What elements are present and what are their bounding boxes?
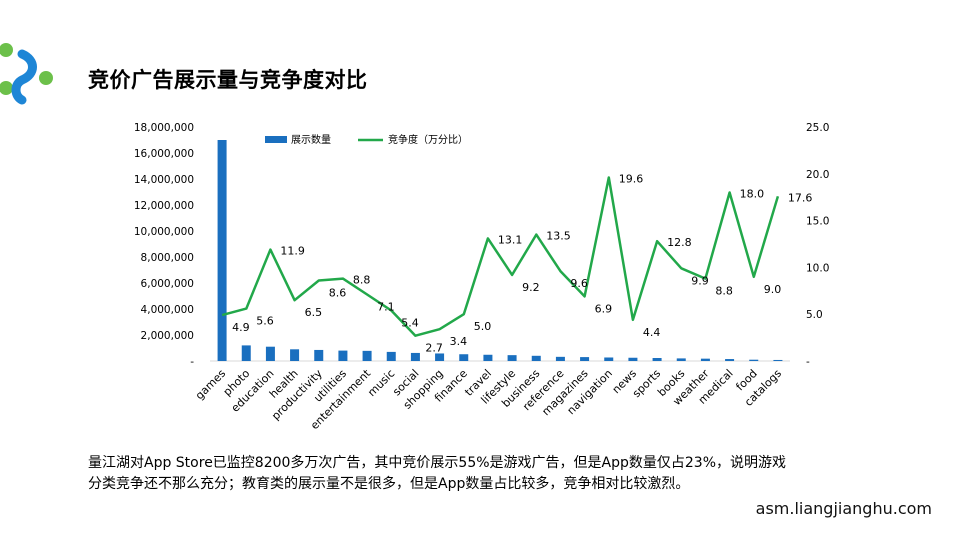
caption-line-2: 分类竞争还不那么充分；教育类的展示量不是很多，但是App数量占比较多，竞争相对比… [88, 476, 690, 492]
line-label-photo: 5.6 [256, 315, 274, 328]
line-series [221, 176, 780, 337]
line-label-education: 11.9 [280, 245, 305, 258]
bar-series [217, 140, 783, 361]
bar-reference [555, 356, 565, 361]
footer-url: asm.liangjianghu.com [755, 499, 932, 518]
line-label-shopping: 3.4 [450, 335, 468, 348]
line-label-business: 13.5 [546, 230, 571, 243]
right-axis-tick-label: 15.0 [806, 216, 829, 228]
bar-medical [725, 359, 735, 361]
left-axis-ticks: - 2,000,000 4,000,000 6,000,000 8,000,000 10,… [134, 122, 194, 368]
right-axis-ticks: - 5.0 10.0 15.0 20.0 25.0 [806, 122, 829, 368]
bar-health [290, 349, 300, 361]
bar-business [531, 355, 541, 361]
bar-social [410, 352, 420, 361]
bar-utilities [338, 350, 348, 361]
left-axis-tick-label: - [190, 356, 194, 368]
bar-entertainment [362, 350, 372, 361]
bar-lifestyle [507, 355, 517, 361]
bar-navigation [604, 357, 614, 361]
bar-books [676, 358, 686, 361]
bar-finance [459, 354, 469, 361]
bar-news [628, 357, 638, 361]
right-axis-tick-label: - [806, 356, 810, 368]
line-label-magazines: 6.9 [595, 302, 613, 315]
left-axis-tick-label: 8,000,000 [141, 252, 194, 264]
legend: 展示数量 竞争度（万分比） [265, 133, 468, 146]
bar-magazines [580, 357, 590, 361]
logo-dot-green-bottom [0, 81, 13, 95]
caption-line-1: 量江湖对App Store已监控8200多万次广告，其中竞价展示55%是游戏广告… [88, 455, 787, 471]
right-axis-tick-label: 25.0 [806, 122, 829, 134]
left-axis-tick-label: 4,000,000 [141, 304, 194, 316]
line-label-productivity: 8.6 [329, 287, 347, 300]
line-label-entertainment: 7.1 [377, 301, 395, 314]
bar-games [217, 140, 227, 361]
line-label-news: 4.4 [643, 326, 661, 339]
line-label-medical: 18.0 [740, 188, 765, 201]
brand-logo [0, 43, 53, 105]
legend-label-line: 竞争度（万分比） [388, 133, 468, 146]
bar-photo [241, 345, 251, 361]
logo-blue-stroke [11, 49, 37, 105]
logo-dot-green-right [39, 71, 53, 85]
line-label-navigation: 19.6 [619, 173, 644, 186]
line-label-reference: 9.6 [570, 277, 588, 290]
line-label-health: 6.5 [305, 306, 323, 319]
bar-food [749, 359, 759, 361]
line-label-utilities: 8.8 [353, 274, 371, 287]
bar-sports [652, 358, 662, 361]
right-axis-tick-label: 20.0 [806, 169, 829, 181]
bar-productivity [314, 349, 324, 361]
legend-label-bar: 展示数量 [291, 133, 331, 146]
right-axis-tick-label: 10.0 [806, 262, 829, 274]
line-data-labels: 4.9 5.6 11.9 6.5 8.6 8.8 7.1 5.4 2.7 3.4 5.0 13.1 9.… [232, 173, 812, 355]
line-label-books: 9.9 [691, 274, 709, 287]
bar-catalogs [773, 359, 783, 361]
bar-travel [483, 354, 493, 361]
line-label-social: 2.7 [425, 342, 443, 355]
left-axis-tick-label: 12,000,000 [134, 200, 194, 212]
bar-weather [700, 358, 710, 361]
left-axis-tick-label: 14,000,000 [134, 174, 194, 186]
x-label-games: games [193, 367, 229, 403]
left-axis-tick-label: 10,000,000 [134, 226, 194, 238]
line-label-sports: 12.8 [667, 236, 692, 249]
line-label-lifestyle: 9.2 [522, 281, 540, 294]
line-label-travel: 13.1 [498, 233, 522, 246]
bar-shopping [435, 353, 445, 361]
left-axis-tick-label: 18,000,000 [134, 122, 194, 134]
x-label-music: music [365, 367, 397, 399]
caption-text: 量江湖对App Store已监控8200多万次广告，其中竞价展示55%是游戏广告… [88, 453, 888, 495]
line-label-games: 4.9 [232, 321, 250, 334]
line-label-catalogs: 17.6 [788, 191, 813, 204]
page-title: 竞价广告展示量与竞争度对比 [88, 68, 368, 92]
left-axis-tick-label: 2,000,000 [141, 330, 194, 342]
line-label-food: 9.0 [764, 283, 782, 296]
bar-education [265, 346, 275, 361]
line-label-weather: 8.8 [715, 285, 733, 298]
left-axis-tick-label: 6,000,000 [141, 278, 194, 290]
line-label-finance: 5.0 [474, 320, 492, 333]
x-axis-category-labels: gamesphotoeducationhealthproductivityuti… [193, 366, 784, 432]
right-axis-tick-label: 5.0 [806, 309, 823, 321]
left-axis-tick-label: 16,000,000 [134, 148, 194, 160]
x-label-sports: sports [630, 367, 663, 400]
logo-dot-green-top [0, 43, 13, 57]
legend-swatch-bar [265, 136, 287, 143]
bar-music [386, 351, 396, 361]
line-label-music: 5.4 [401, 316, 419, 329]
